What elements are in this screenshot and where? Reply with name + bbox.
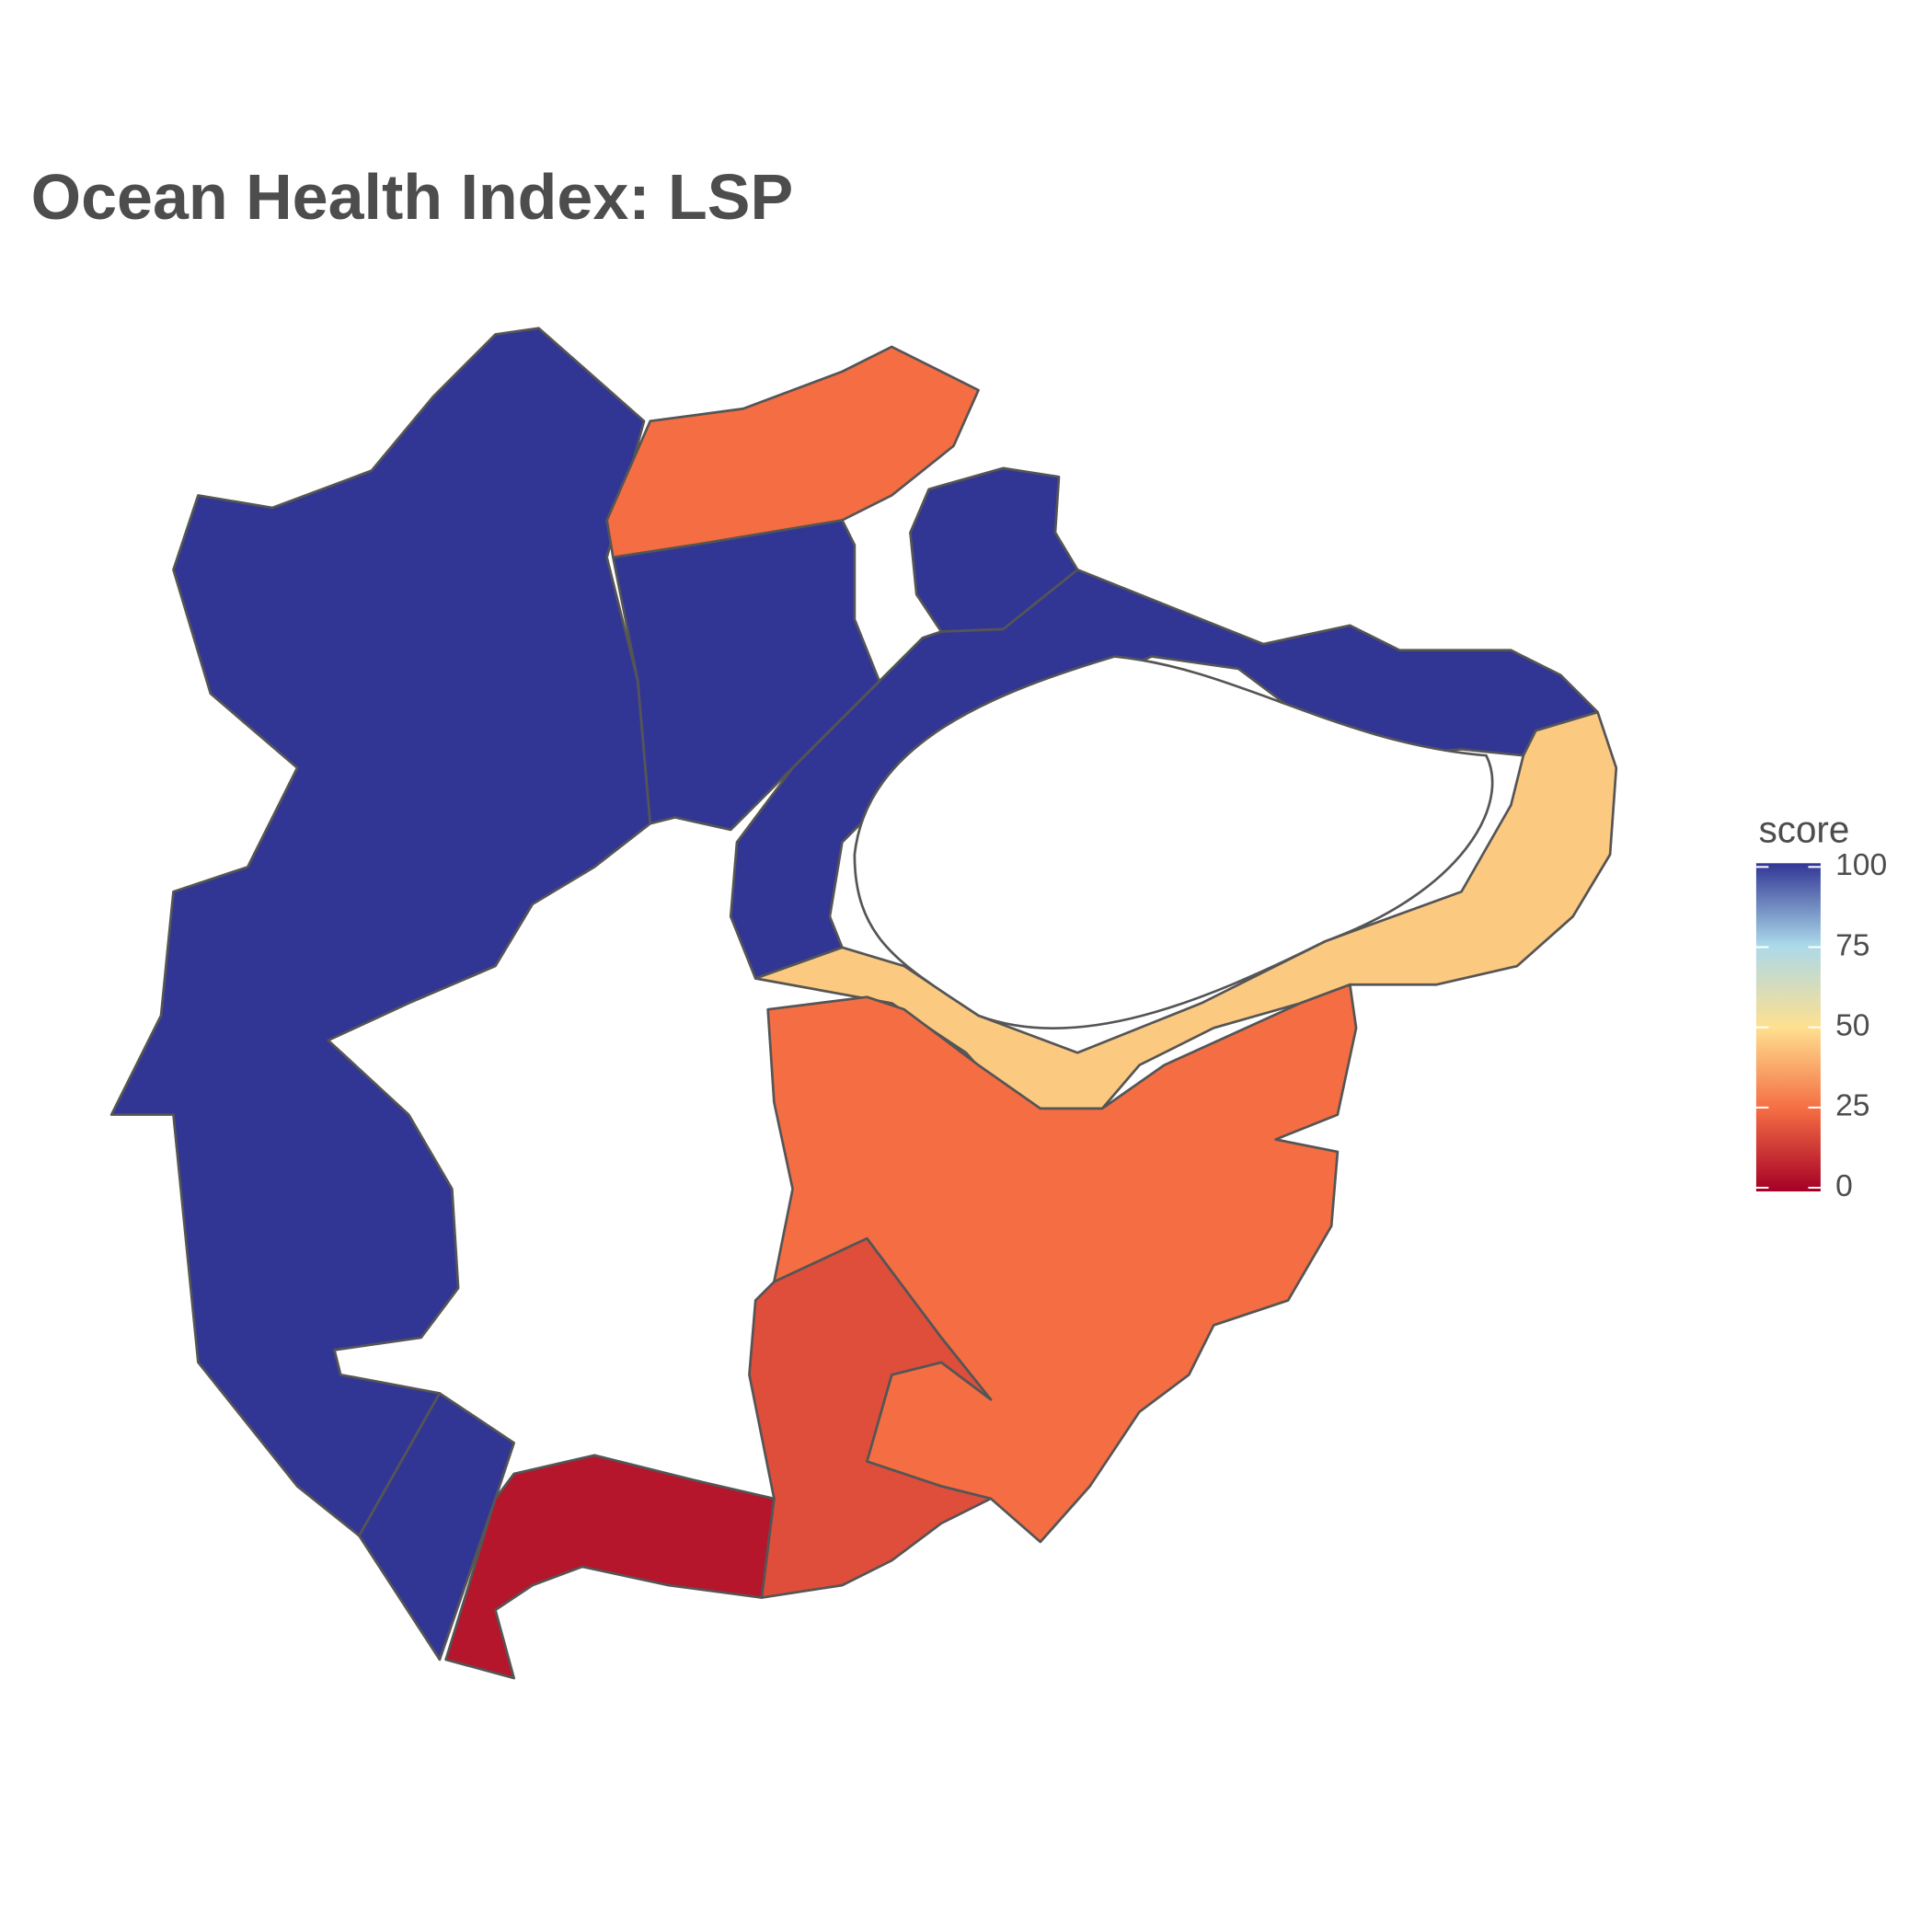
tick-label: 100 (1835, 848, 1887, 882)
land (853, 655, 1494, 1030)
chart-title: Ocean Health Index: LSP (31, 161, 794, 233)
tick-label: 25 (1835, 1089, 1869, 1123)
region (729, 568, 1599, 980)
tick-label: 0 (1835, 1169, 1853, 1203)
legend-title: score (1759, 808, 1850, 850)
tick-label: 50 (1835, 1009, 1869, 1043)
region (358, 1392, 516, 1662)
plot: Ocean Health Index: LSP score 0 25 50 75 100 (31, 161, 1887, 1680)
region (748, 1236, 993, 1599)
region (444, 1454, 776, 1680)
tick-label: 75 (1835, 928, 1869, 962)
region (109, 327, 652, 1537)
